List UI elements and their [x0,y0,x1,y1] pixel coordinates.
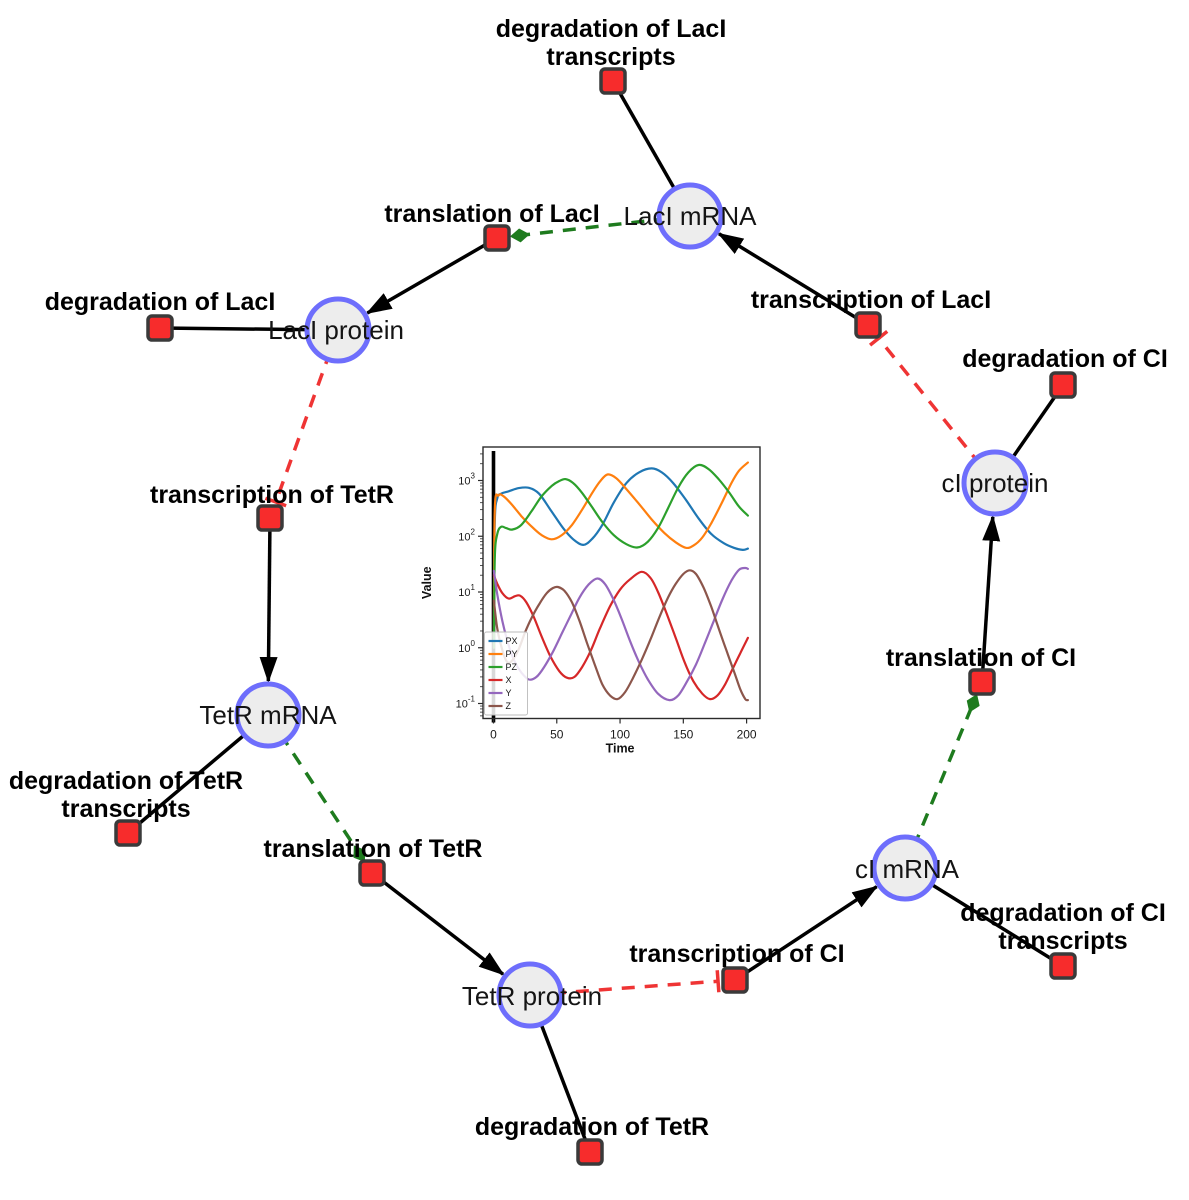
reaction-label-deg_lacI_tr: degradation of LacI transcripts [496,15,727,71]
legend-label-PX: PX [506,636,518,646]
reaction-node-deg_tetR_tr[interactable] [114,819,142,847]
reaction-node-transl_cI[interactable] [968,668,996,696]
species-node-cI_mRNA[interactable] [871,834,939,902]
reaction-node-transl_lacI[interactable] [483,224,511,252]
reaction-node-cI_deg_tr[interactable] [1049,952,1077,980]
x-axis-title: Time [606,742,635,756]
legend-label-X: X [506,675,512,685]
edge-production-transc_lacI-lacI_mRNA [717,232,869,327]
reaction-node-deg_tetR[interactable] [576,1138,604,1166]
species-node-lacI_mRNA[interactable] [656,182,724,250]
reaction-label-transc_lacI: transcription of LacI [751,286,991,314]
y-tick-label-e1: 101 [458,583,475,599]
reaction-label-cI_deg_tr: degradation of CI transcripts [960,899,1166,955]
edge-production-transc_tetR-tetR_mRNA [259,517,278,684]
reaction-label-deg_tetR_tr: degradation of TetR transcripts [9,767,243,823]
timecourse-inset-plot: 0 50 100 150 200 10-1 100 101 102 103 Time Value PX P… [420,446,761,756]
species-node-cI_protein[interactable] [961,449,1029,517]
y-tick-label-e2: 102 [458,527,475,543]
reaction-node-deg_cI[interactable] [1049,371,1077,399]
x-tick-label-150: 150 [673,728,693,742]
series-path-Z [492,569,749,702]
reaction-label-transc_tetR: transcription of TetR [150,481,394,509]
legend-box [484,631,528,716]
reaction-label-deg_tetR: degradation of TetR [475,1113,709,1141]
x-tick-label-200: 200 [737,728,757,742]
species-node-lacI_protein[interactable] [304,296,372,364]
reaction-label-deg_cI: degradation of CI [962,345,1168,373]
series-path-PY [492,461,749,639]
species-nodes-layer [234,182,1029,1029]
legend-label-PZ: PZ [506,662,518,672]
reaction-node-deg_lacI[interactable] [146,314,174,342]
legend-label-Y: Y [506,688,512,698]
x-tick-label-50: 50 [550,728,564,742]
series-path-PX [492,467,749,633]
reaction-nodes-layer [114,67,1077,1166]
legend-label-Z: Z [506,701,512,711]
species-label-lacI_mRNA: LacI mRNA [624,201,758,231]
species-label-cI_protein: cI protein [942,468,1049,498]
plot-border [482,446,761,720]
series-path-X [492,570,749,701]
reaction-node-transc_cI[interactable] [721,966,749,994]
legend-label-PY: PY [506,649,518,659]
y-tick-label-e3: 103 [458,472,475,488]
y-axis-title: Value [420,566,434,599]
edge-production-transl_lacI-lacI_protein [365,236,498,315]
labels-layer: degradation of LacI transcripts translatio… [9,15,1168,1141]
reaction-node-deg_lacI_tr[interactable] [599,67,627,95]
species-label-tetR_mRNA: TetR mRNA [199,700,337,730]
species-label-tetR_protein: TetR protein [462,981,602,1011]
reaction-label-deg_lacI: degradation of LacI [45,288,276,316]
edge-production-transl_tetR-tetR_protein [370,871,505,976]
reaction-label-transl_cI: translation of CI [886,644,1076,672]
reaction-node-transl_tetR[interactable] [358,859,386,887]
edge-production-transc_cI-cI_mRNA [734,885,879,982]
x-tick-label-100: 100 [610,728,630,742]
y-tick-label-e0: 100 [458,639,475,655]
species-node-tetR_mRNA[interactable] [234,681,302,749]
species-label-lacI_protein: LacI protein [268,315,404,345]
species-node-tetR_protein[interactable] [496,961,564,1029]
reaction-label-transl_lacI: translation of LacI [384,200,599,228]
reaction-label-transl_tetR: translation of TetR [264,835,483,863]
series-path-PZ [492,463,749,649]
edge-production-transl_cI-cI_protein [980,514,1001,683]
y-tick-label-e-1: 10-1 [456,695,476,711]
reaction-label-transc_cI: transcription of CI [629,940,844,968]
reaction-node-transc_lacI[interactable] [854,311,882,339]
species-label-cI_mRNA: cI mRNA [855,854,960,884]
reaction-node-transc_tetR[interactable] [256,504,284,532]
x-tick-label-0: 0 [490,728,497,742]
